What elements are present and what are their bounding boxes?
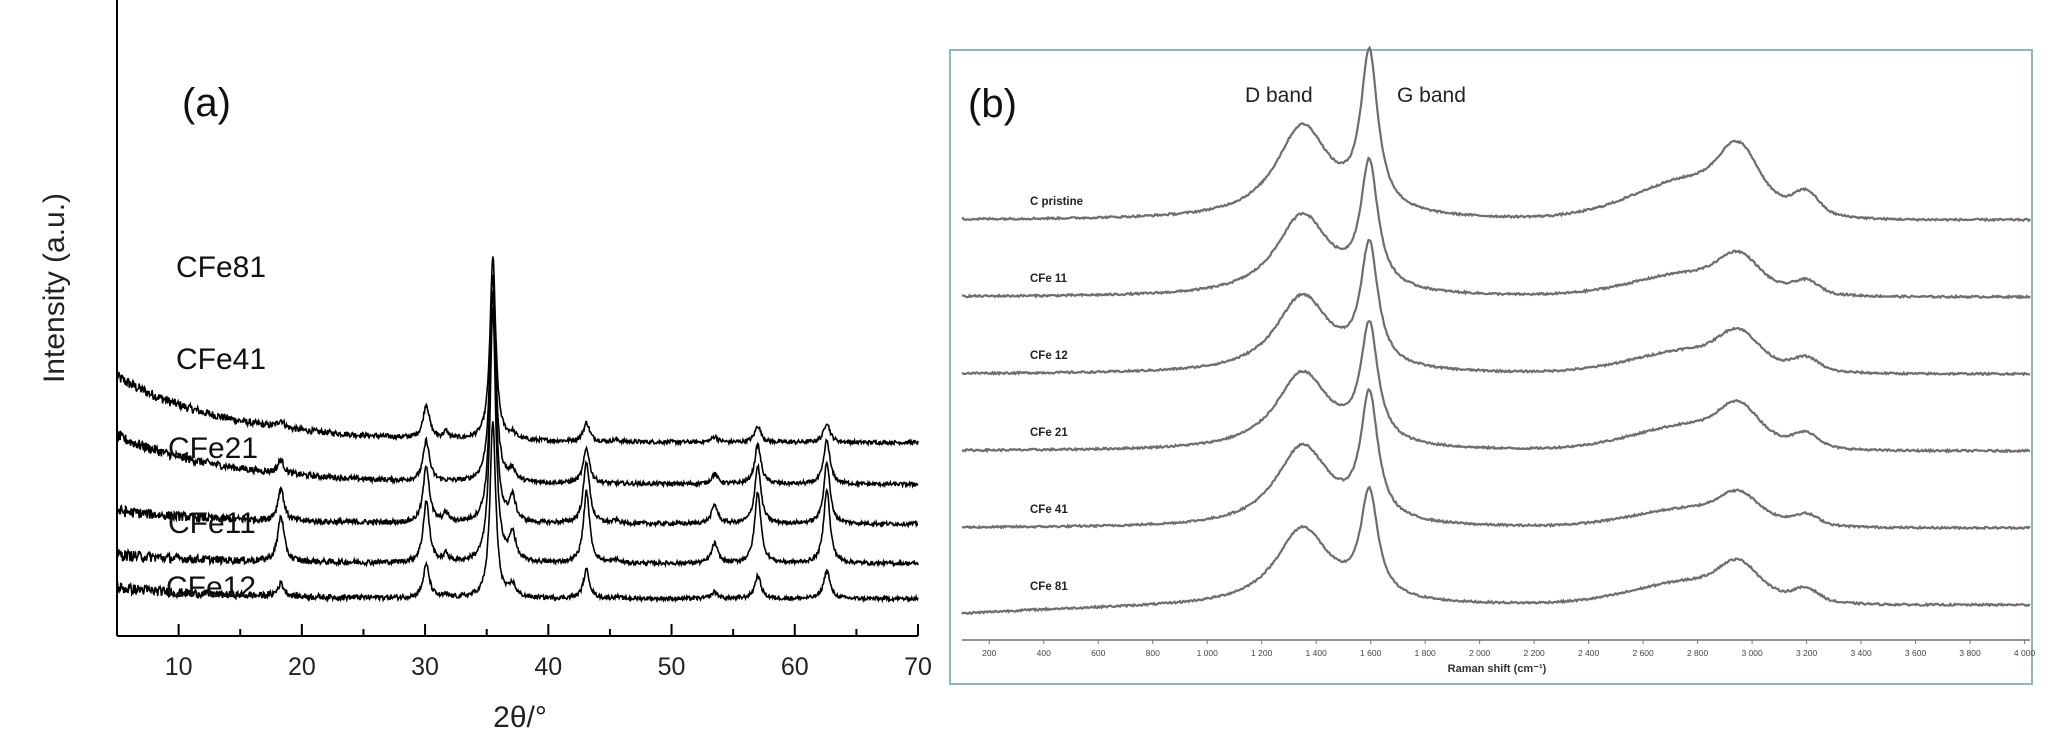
raman-series-cfe-21 (961, 319, 2031, 454)
raman-x-tick-label: 2 400 (1578, 648, 1600, 658)
raman-frame (949, 49, 2033, 685)
raman-x-tick-label: 1 200 (1251, 648, 1273, 658)
xrd-series-cfe41 (116, 274, 919, 489)
raman-x-tick-label: 200 (982, 648, 996, 658)
raman-series-c-pristine (961, 45, 2031, 223)
raman-x-tick-label: 2 600 (1632, 648, 1654, 658)
d-band-label: D band (1245, 84, 1313, 107)
xrd-panel-label: (a) (182, 81, 231, 125)
raman-x-tick-label: 1 800 (1415, 648, 1437, 658)
xrd-series-label: CFe81 (176, 251, 266, 284)
raman-series-label: CFe 11 (1030, 273, 1068, 285)
xrd-x-tick-label: 20 (288, 653, 316, 681)
raman-x-tick-label: 3 800 (1959, 648, 1981, 658)
xrd-x-tick-label: 50 (658, 653, 686, 681)
raman-panel: 200 400 600 800 1 000 1 200 1 400 1 600 1 800 2 0… (949, 45, 2036, 685)
g-band-label: G band (1397, 84, 1466, 107)
raman-x-tick-label: 3 200 (1796, 648, 1818, 658)
raman-series-label: CFe 81 (1030, 581, 1068, 593)
raman-x-tick-label: 800 (1146, 648, 1160, 658)
raman-x-tick-label: 4 000 (2014, 648, 2036, 658)
xrd-series-cfe12 (116, 421, 919, 604)
raman-x-axis-label: Raman shift (cm⁻¹) (1448, 663, 1547, 675)
xrd-series-label: CFe11 (168, 507, 256, 540)
raman-series-cfe-41 (961, 387, 2031, 531)
raman-series-label: C pristine (1030, 196, 1083, 208)
xrd-panel: 10 20 30 40 50 60 70 CFe81 CFe41 CFe21 CFe11 CFe12… (38, 0, 932, 734)
raman-x-tick-label: 2 800 (1687, 648, 1709, 658)
raman-x-tick-label: 3 400 (1850, 648, 1872, 658)
xrd-x-tick-label: 70 (904, 653, 932, 681)
raman-x-tick-label: 1 400 (1306, 648, 1328, 658)
raman-x-tick-label: 1 600 (1360, 648, 1382, 658)
xrd-series-cfe11 (116, 307, 919, 569)
xrd-x-tick-label: 30 (411, 653, 439, 681)
xrd-series-cfe21 (116, 290, 919, 529)
raman-x-tick-label: 2 000 (1469, 648, 1491, 658)
raman-x-tick-label: 1 000 (1197, 648, 1219, 658)
raman-series-label: CFe 41 (1030, 504, 1068, 516)
raman-x-tick-label: 3 600 (1905, 648, 1927, 658)
raman-x-tick-label: 2 200 (1524, 648, 1546, 658)
xrd-x-axis-label: 2θ/° (493, 701, 547, 734)
xrd-series-cfe81 (116, 256, 919, 448)
raman-x-tick-label: 600 (1091, 648, 1105, 658)
raman-series-cfe-12 (961, 238, 2031, 377)
raman-series-cfe-81 (961, 485, 2031, 616)
xrd-x-tick-label: 40 (534, 653, 562, 681)
raman-series-label: CFe 21 (1030, 427, 1068, 439)
xrd-x-tick-label: 10 (165, 653, 193, 681)
raman-x-tick-label: 3 000 (1741, 648, 1763, 658)
xrd-series-label: CFe21 (168, 432, 258, 465)
xrd-x-tick-label: 60 (781, 653, 809, 681)
xrd-y-axis-label: Intensity (a.u.) (38, 193, 71, 383)
raman-series-label: CFe 12 (1030, 350, 1068, 362)
xrd-series-label: CFe12 (166, 571, 256, 604)
raman-series-cfe-11 (961, 156, 2031, 300)
raman-x-tick-label: 400 (1037, 648, 1051, 658)
xrd-series-label: CFe41 (176, 343, 266, 376)
raman-panel-label: (b) (968, 82, 1017, 126)
